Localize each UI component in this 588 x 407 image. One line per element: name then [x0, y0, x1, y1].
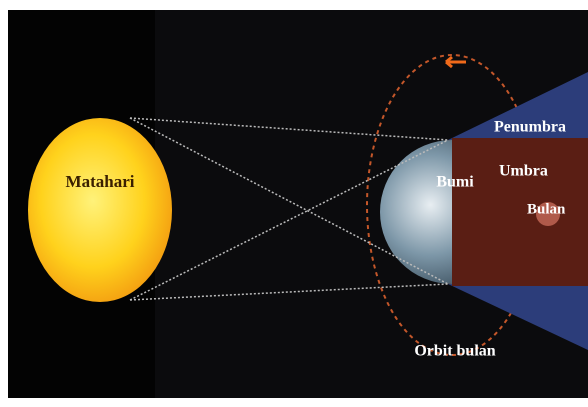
penumbra-lower [448, 284, 588, 350]
umbra-label: Umbra [499, 163, 548, 180]
ray [129, 283, 449, 301]
moon [536, 202, 560, 226]
umbra-cover [452, 138, 588, 286]
moon-label: Bulan [527, 201, 566, 217]
sun [28, 118, 172, 302]
orbit-label: Orbit bulan [414, 343, 495, 360]
earth-label: Bumi [436, 174, 474, 191]
ray [129, 117, 449, 141]
penumbra-label: Penumbra [494, 119, 566, 136]
penumbra-upper [448, 72, 588, 140]
sun-label: Matahari [66, 172, 135, 191]
orbit-arrow [445, 55, 466, 69]
light-rays [129, 117, 449, 301]
ray [129, 139, 449, 301]
